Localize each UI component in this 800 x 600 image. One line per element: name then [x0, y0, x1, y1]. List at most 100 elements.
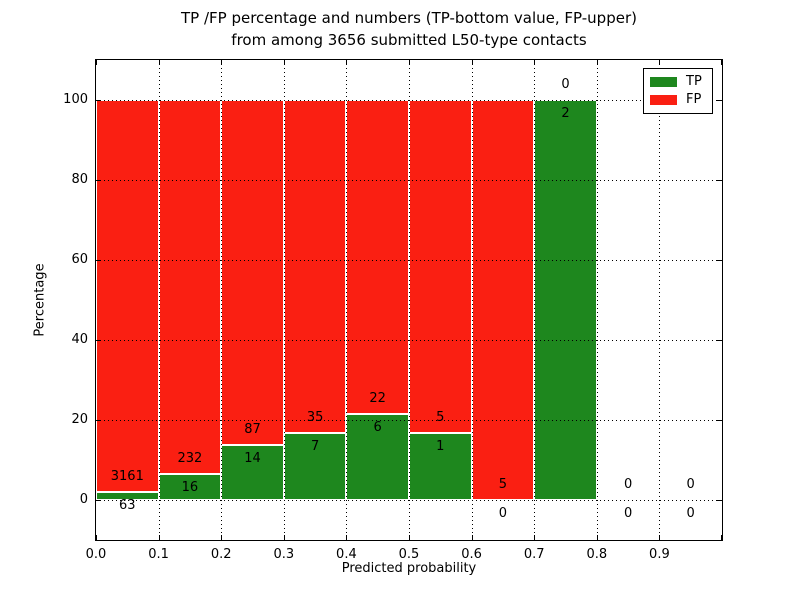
- fp-count-label: 87: [244, 421, 261, 437]
- tp-bar-segment: [283, 433, 347, 500]
- tp-count-label: 7: [310, 439, 320, 455]
- y-axis-label: Percentage: [32, 263, 48, 337]
- x-tick-label: 0.6: [461, 547, 482, 562]
- x-tick-mark-top: [221, 60, 223, 65]
- y-tick-label: 80: [71, 172, 88, 187]
- x-tick-label: 0.9: [649, 547, 670, 562]
- fp-count-label: 0: [686, 477, 695, 492]
- x-tick-label: 0.5: [398, 547, 420, 562]
- y-tick-mark-right: [717, 260, 722, 261]
- x-tick-mark-top: [471, 60, 473, 65]
- y-tick-label: 60: [71, 252, 88, 267]
- x-gridline: [409, 60, 410, 540]
- fp-bar-segment: [158, 100, 222, 475]
- x-tick-label: 0.3: [273, 547, 295, 562]
- y-tick-mark: [96, 260, 101, 261]
- legend-swatch-tp: [650, 77, 677, 87]
- x-tick-mark-top: [659, 60, 661, 65]
- y-tick-mark: [96, 420, 101, 421]
- y-tick-mark: [96, 180, 101, 181]
- legend-entry: TP: [650, 73, 706, 91]
- fp-bar-segment: [471, 100, 535, 500]
- chart-title-line1: TP /FP percentage and numbers (TP-bottom…: [181, 9, 637, 27]
- fp-count-label: 5: [436, 410, 445, 426]
- x-tick-mark-top: [96, 60, 97, 65]
- tp-count-label: 0: [686, 506, 695, 521]
- y-tick-mark-right: [717, 100, 722, 101]
- x-tick-mark: [96, 535, 97, 540]
- x-tick-mark: [659, 535, 661, 540]
- fp-count-label: 232: [177, 451, 203, 467]
- y-tick-label: 40: [71, 332, 88, 347]
- x-tick-mark: [721, 535, 722, 540]
- fp-count-label: 22: [369, 391, 386, 407]
- tp-count-label: 0: [498, 506, 508, 521]
- tp-count-label: 63: [119, 498, 136, 514]
- x-gridline: [158, 60, 160, 540]
- tp-count-label: 0: [623, 506, 633, 521]
- x-tick-label: 0.2: [210, 547, 232, 562]
- fp-bar-segment: [283, 100, 347, 434]
- fp-count-label: 5: [498, 477, 508, 492]
- fp-bar-segment: [409, 100, 472, 434]
- x-tick-mark-top: [596, 60, 598, 65]
- y-tick-mark-right: [717, 180, 722, 181]
- x-gridline: [659, 60, 661, 540]
- x-tick-mark-top: [283, 60, 285, 65]
- x-tick-mark-top: [409, 60, 410, 65]
- y-tick-mark-right: [717, 340, 722, 341]
- x-tick-mark: [221, 535, 223, 540]
- legend-swatch-fp: [650, 95, 677, 105]
- x-gridline: [534, 60, 536, 540]
- legend-entry: FP: [650, 91, 706, 109]
- y-tick-mark: [96, 100, 101, 101]
- tp-bar-segment: [346, 414, 409, 500]
- y-tick-mark: [96, 340, 101, 341]
- fp-count-label: 0: [623, 477, 633, 492]
- x-gridline: [221, 60, 223, 540]
- x-gridline: [471, 60, 473, 540]
- x-tick-label: 0.1: [148, 547, 169, 562]
- y-tick-mark-right: [717, 500, 722, 501]
- x-tick-mark: [346, 535, 348, 540]
- chart-title-line2: from among 3656 submitted L50-type conta…: [231, 31, 587, 49]
- fp-count-label: 0: [561, 77, 570, 92]
- x-gridline: [283, 60, 285, 540]
- legend-label: TP: [686, 74, 702, 89]
- tp-count-label: 1: [436, 439, 445, 455]
- fp-count-label: 3161: [110, 469, 144, 485]
- tp-bar-segment: [534, 100, 597, 500]
- x-tick-mark: [409, 535, 410, 540]
- fp-count-label: 35: [306, 410, 324, 426]
- x-tick-label: 0.8: [586, 547, 608, 562]
- y-tick-label: 100: [63, 92, 88, 107]
- x-axis-label: Predicted probability: [341, 561, 477, 576]
- x-tick-mark: [534, 535, 536, 540]
- fp-bar-segment: [346, 100, 409, 415]
- tp-bar-segment: [158, 474, 222, 500]
- x-gridline: [596, 60, 598, 540]
- x-tick-mark: [158, 535, 160, 540]
- fp-bar-segment: [221, 100, 284, 445]
- x-gridline: [346, 60, 348, 540]
- x-tick-label: 0.4: [336, 547, 357, 562]
- tp-bar-segment: [96, 492, 159, 500]
- x-tick-mark-top: [534, 60, 536, 65]
- x-tick-mark-top: [721, 60, 722, 65]
- x-tick-mark-top: [346, 60, 348, 65]
- legend: TP FP: [643, 68, 713, 114]
- fp-bar-segment: [96, 100, 159, 493]
- x-tick-mark-top: [158, 60, 160, 65]
- y-tick-mark-right: [717, 420, 722, 421]
- legend-label: FP: [686, 92, 702, 107]
- y-tick-label: 20: [71, 412, 88, 427]
- chart-title: TP /FP percentage and numbers (TP-bottom…: [96, 7, 722, 51]
- x-tick-mark: [471, 535, 473, 540]
- x-tick-mark: [596, 535, 598, 540]
- plot-area: 3161 63 232 16 87 14 35 7 22 6 5 1 5 0 0 2 0 0 0 0: [95, 59, 723, 541]
- tp-count-label: 6: [373, 420, 382, 436]
- x-tick-label: 0.0: [85, 547, 107, 562]
- y-tick-mark: [96, 500, 101, 501]
- y-tick-label: 0: [79, 492, 88, 507]
